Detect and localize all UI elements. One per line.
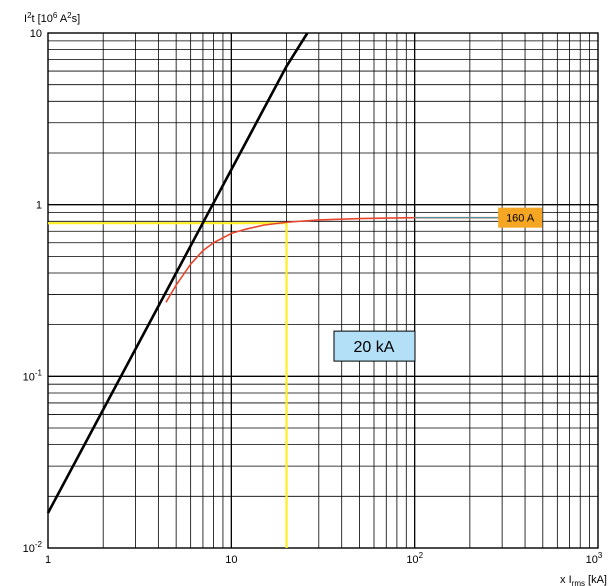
- series-line-1: [46, 32, 309, 514]
- x-tick-label: 102: [406, 551, 423, 566]
- y-tick-label: 1: [36, 200, 42, 212]
- y-tick-label: 10-1: [23, 368, 43, 383]
- limit-label-text: 160 A: [506, 213, 535, 225]
- plot-frame: [47, 32, 599, 549]
- grid-group: [48, 33, 598, 548]
- x-tick-label: 1: [45, 554, 51, 566]
- y-axis-title: I2t [106 A2s]: [24, 11, 80, 25]
- x-axis-title: x Irms [kA]: [560, 574, 607, 586]
- series-line-2: [165, 216, 503, 303]
- y-tick-label: 10-2: [23, 540, 43, 555]
- x-tick-label: 10: [225, 554, 237, 566]
- current-box-text: 20 kA: [354, 339, 395, 356]
- current-box: [333, 330, 416, 362]
- limit-label-box: [498, 207, 543, 228]
- y-tick-label: 10: [30, 28, 42, 40]
- x-tick-label: 103: [586, 551, 603, 566]
